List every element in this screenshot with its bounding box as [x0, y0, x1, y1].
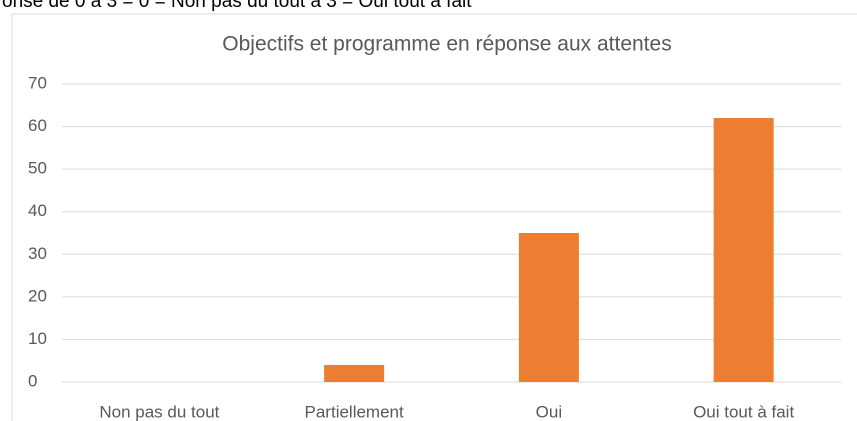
y-tick-label: 0	[28, 371, 37, 390]
x-tick-label: Partiellement	[305, 402, 404, 421]
y-tick-label: 50	[28, 159, 47, 178]
y-tick-label: 70	[28, 73, 47, 92]
y-tick-label: 20	[28, 286, 47, 305]
y-tick-label: 30	[28, 244, 47, 263]
header-text: onse de 0 à 3 = 0 = Non pas du tout à 3 …	[2, 0, 472, 12]
bar	[324, 364, 385, 382]
bar	[518, 233, 579, 382]
chart-title: Objectifs et programme en réponse aux at…	[222, 33, 671, 56]
y-tick-label: 60	[28, 116, 47, 135]
chart-frame	[11, 13, 857, 421]
x-tick-label: Oui	[536, 402, 562, 421]
bar	[713, 118, 774, 383]
x-tick-label: Non pas du tout	[99, 402, 219, 421]
y-tick-label: 10	[28, 329, 47, 348]
y-tick-label: 40	[28, 201, 47, 220]
x-tick-label: Oui tout à fait	[693, 402, 794, 421]
